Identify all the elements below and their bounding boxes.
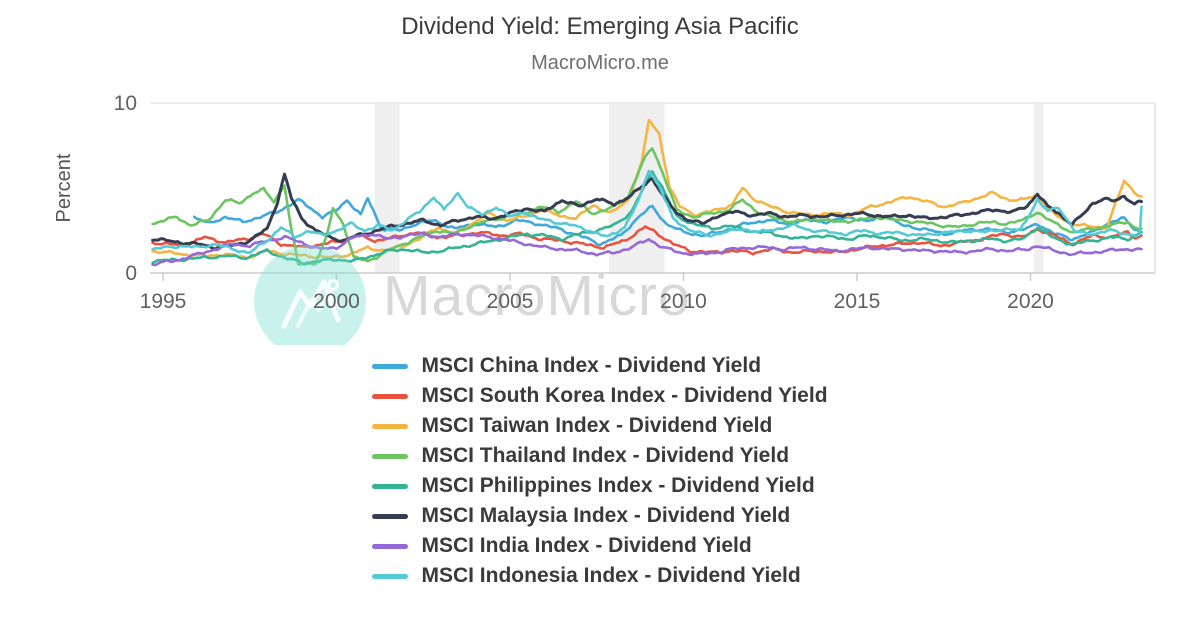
series-line-msci-taiwan-index-dividend-yield	[151, 118, 1143, 260]
legend-swatch-icon	[372, 483, 409, 489]
macromicro-mountain-icon-2	[296, 290, 342, 328]
recession-band	[374, 103, 400, 273]
legend-swatch-icon	[372, 573, 409, 579]
legend-label: MSCI South Korea Index - Dividend Yield	[421, 384, 828, 407]
legend-label: MSCI India Index - Dividend Yield	[421, 534, 752, 557]
dividend-yield-chart[interactable]: MacroMicro 1995 2000 2005 2010 2015 2020 0 10 Per…	[0, 0, 1200, 345]
series-line-msci-malaysia-index-dividend-yield	[151, 172, 1143, 251]
legend-item-msci-china-index-dividend-yield[interactable]: MSCI China Index - Dividend Yield	[372, 351, 827, 381]
legend-item-msci-indonesia-index-dividend-yield[interactable]: MSCI Indonesia Index - Dividend Yield	[372, 561, 827, 591]
x-tick-label-2000: 2000	[313, 290, 360, 313]
legend-label: MSCI Thailand Index - Dividend Yield	[421, 444, 790, 467]
x-tick-label-2015: 2015	[834, 290, 881, 313]
series-line-msci-philippines-index-dividend-yield	[151, 170, 1143, 265]
x-tick-label-2010: 2010	[660, 290, 707, 313]
y-tick-label-10: 10	[114, 92, 137, 115]
legend-item-msci-philippines-index-dividend-yield[interactable]: MSCI Philippines Index - Dividend Yield	[372, 471, 827, 501]
series-line-msci-indonesia-index-dividend-yield	[151, 169, 1143, 254]
legend-item-msci-south-korea-index-dividend-yield[interactable]: MSCI South Korea Index - Dividend Yield	[372, 381, 828, 411]
legend-item-msci-thailand-index-dividend-yield[interactable]: MSCI Thailand Index - Dividend Yield	[372, 441, 827, 471]
legend-swatch-icon	[372, 513, 409, 519]
legend-label: MSCI Indonesia Index - Dividend Yield	[421, 564, 801, 587]
x-tick-label-2020: 2020	[1007, 290, 1054, 313]
recession-band	[1034, 103, 1044, 273]
legend-swatch-icon	[372, 543, 409, 549]
x-tick-label-2005: 2005	[487, 290, 534, 313]
y-axis-title: Percent	[53, 153, 75, 222]
legend-item-msci-india-index-dividend-yield[interactable]: MSCI India Index - Dividend Yield	[372, 531, 827, 561]
legend-label: MSCI Philippines Index - Dividend Yield	[421, 474, 815, 497]
legend-label: MSCI China Index - Dividend Yield	[421, 354, 762, 377]
legend-swatch-icon	[372, 423, 409, 429]
legend-swatch-icon	[372, 363, 409, 369]
series-line-msci-india-index-dividend-yield	[151, 231, 1143, 267]
chart-legend: MSCI China Index - Dividend Yield MSCI So…	[372, 351, 828, 591]
legend-swatch-icon	[372, 453, 409, 459]
legend-label: MSCI Taiwan Index - Dividend Yield	[421, 414, 773, 437]
page-subtitle: MacroMicro.me	[531, 52, 669, 74]
series-line-msci-china-index-dividend-yield	[192, 197, 1143, 247]
legend-label: MSCI Malaysia Index - Dividend Yield	[421, 504, 791, 527]
page-title: Dividend Yield: Emerging Asia Pacific	[401, 13, 799, 40]
legend-item-msci-taiwan-index-dividend-yield[interactable]: MSCI Taiwan Index - Dividend Yield	[372, 411, 827, 441]
watermark-logo-dot	[327, 279, 339, 291]
legend-item-msci-malaysia-index-dividend-yield[interactable]: MSCI Malaysia Index - Dividend Yield	[372, 501, 827, 531]
watermark-text: MacroMicro	[383, 264, 691, 328]
x-tick-label-1995: 1995	[140, 290, 187, 313]
legend-swatch-icon	[372, 393, 409, 399]
y-tick-label-0: 0	[125, 262, 137, 285]
plot-area[interactable]	[150, 103, 1155, 273]
